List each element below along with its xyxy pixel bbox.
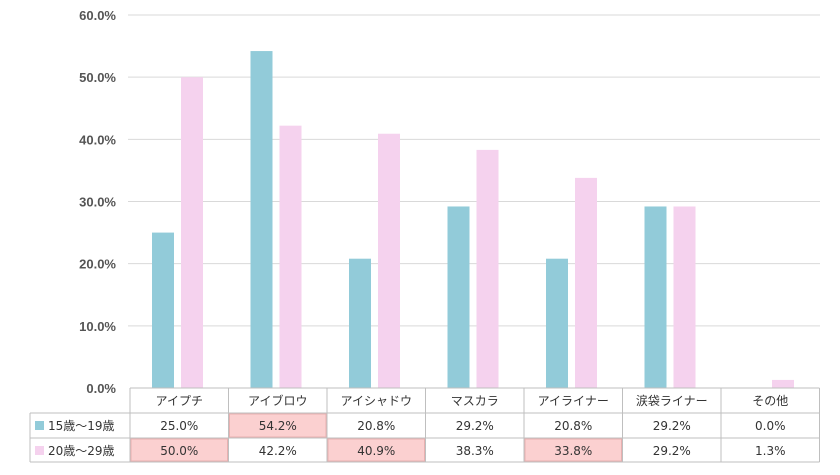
bar-series1 (644, 206, 667, 388)
highlighted-cell (130, 438, 228, 462)
data-cell: 29.2% (653, 419, 691, 433)
highlighted-cell (229, 413, 327, 438)
bar-series2 (673, 206, 696, 388)
data-cell: 42.2% (259, 444, 297, 458)
legend-swatch (35, 446, 44, 455)
bar-series2 (378, 133, 400, 388)
data-cell: 0.0% (755, 419, 786, 433)
data-cell: 33.8% (554, 444, 592, 458)
y-tick-label: 50.0% (79, 70, 116, 85)
category-label: アイシャドウ (341, 394, 412, 408)
bar-series1 (250, 51, 273, 388)
bar-series2 (476, 149, 499, 388)
y-tick-label: 30.0% (79, 195, 116, 210)
y-tick-label: 60.0% (79, 8, 116, 23)
data-cell: 29.2% (456, 419, 494, 433)
bar-series2 (181, 77, 203, 389)
data-cell: 38.3% (456, 444, 494, 458)
data-cell: 50.0% (160, 444, 198, 458)
bar-series2 (772, 379, 794, 388)
category-label: その他 (752, 394, 788, 408)
series-label: 15歳〜19歳 (48, 419, 115, 433)
data-cell: 20.8% (554, 419, 592, 433)
bar-series2 (575, 177, 597, 388)
category-label: マスカラ (451, 394, 499, 408)
bar-series1 (152, 232, 174, 388)
legend-swatch (35, 421, 44, 430)
data-cell: 54.2% (259, 419, 297, 433)
bar-series2 (279, 125, 302, 388)
category-label: アイプチ (156, 394, 203, 408)
y-tick-label: 0.0% (86, 381, 116, 396)
bar-series1 (349, 258, 371, 388)
series-label: 20歳〜29歳 (48, 444, 115, 458)
data-cell: 40.9% (357, 444, 395, 458)
bar-series1 (447, 206, 470, 388)
category-label: 涙袋ライナー (636, 393, 708, 408)
y-tick-label: 10.0% (79, 319, 116, 334)
data-cell: 29.2% (653, 444, 691, 458)
category-label: アイライナー (538, 394, 609, 408)
data-cell: 25.0% (160, 419, 198, 433)
highlighted-cell (327, 438, 425, 462)
category-label: アイブロウ (248, 393, 307, 408)
data-cell: 20.8% (357, 419, 395, 433)
bar-series1 (546, 258, 568, 388)
y-tick-label: 20.0% (79, 257, 116, 272)
data-cell: 1.3% (755, 444, 786, 458)
highlighted-cell (524, 438, 622, 462)
y-tick-label: 40.0% (79, 132, 116, 147)
